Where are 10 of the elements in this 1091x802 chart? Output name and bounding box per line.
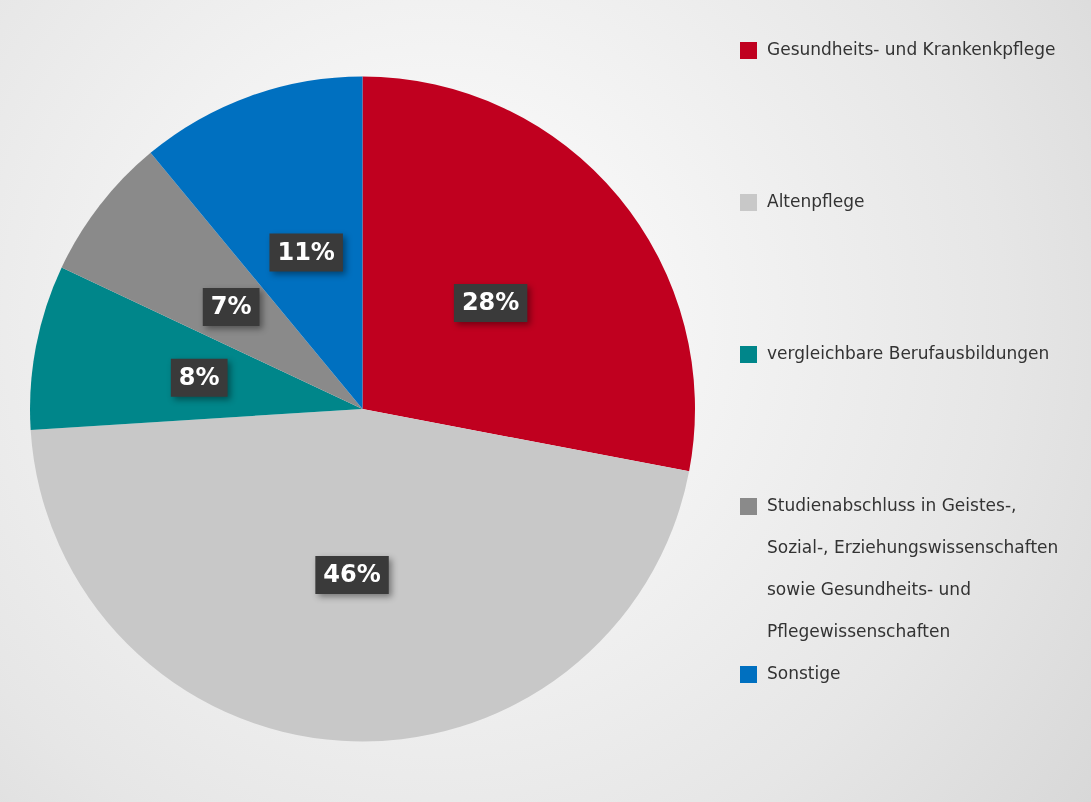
data-label: 7% [210,292,252,321]
data-label: 11% [277,237,335,266]
data-label: 8% [178,363,220,392]
data-label: 28% [461,288,520,317]
data-label: 46% [323,560,381,589]
legend-label: Sonstige [767,662,841,685]
legend-label: Gesundheits- und Krankenkpflege [767,38,1056,61]
legend-label: Altenpflege [767,190,865,213]
legend-label: vergleichbare Berufausbildungen [767,342,1050,365]
category-label: Studienabschluss in Geistes-, Sozial-, Erziehungswissenschaften sowie Gesundheits- und Pflegewissenschaften [767,495,1059,641]
